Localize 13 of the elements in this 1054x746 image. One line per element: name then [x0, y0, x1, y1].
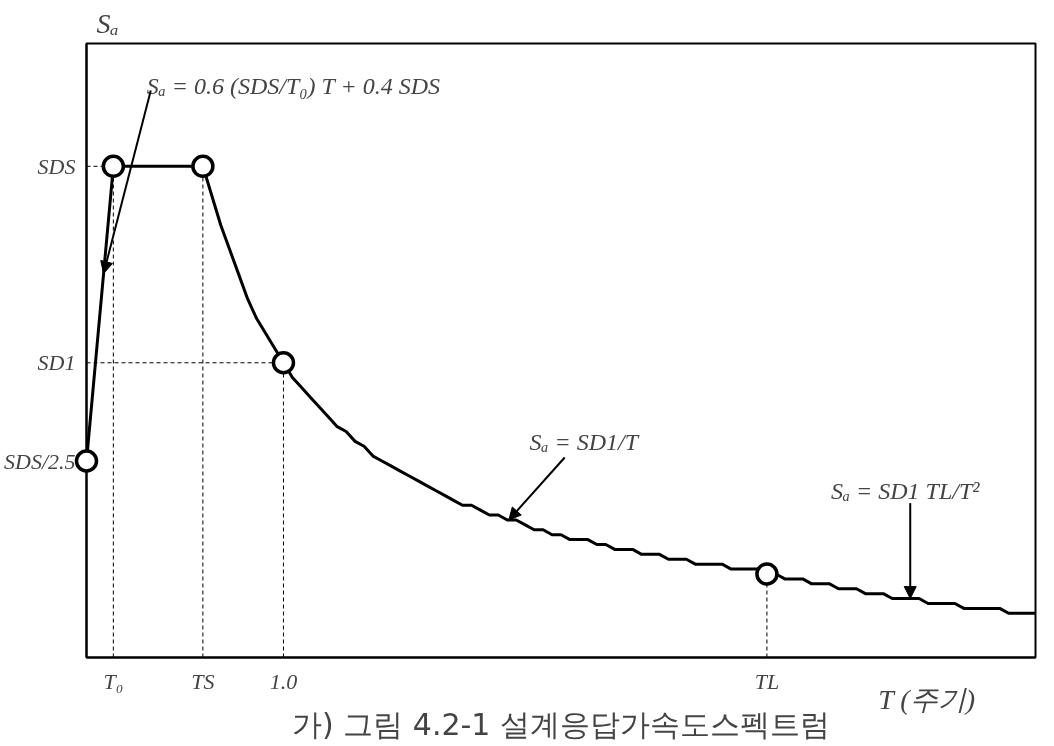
text: Sₐ = 0.6 (SDS/T₀) T + 0.4 SDS [146, 72, 441, 99]
x-tick-label: TL [754, 668, 780, 694]
annotation: SDS [37, 153, 76, 179]
text: SDS/2.5 [4, 448, 76, 474]
annotation: Sₐ = SD1 TL/T² [831, 477, 981, 504]
y-axis-title: Sₐ [96, 7, 119, 39]
annotation: Sₐ = SD1/T [529, 428, 640, 455]
text: 가) 그림 4.2-1 설계응답가속도스펙트럼 [292, 706, 830, 742]
x-tick-label: T₀ [103, 668, 124, 694]
x-tick-label: 1.0 [269, 668, 298, 694]
annotation: SD1 [37, 350, 76, 376]
x-tick-label: TS [191, 668, 215, 694]
x-axis-title: T (주기) [878, 683, 975, 715]
